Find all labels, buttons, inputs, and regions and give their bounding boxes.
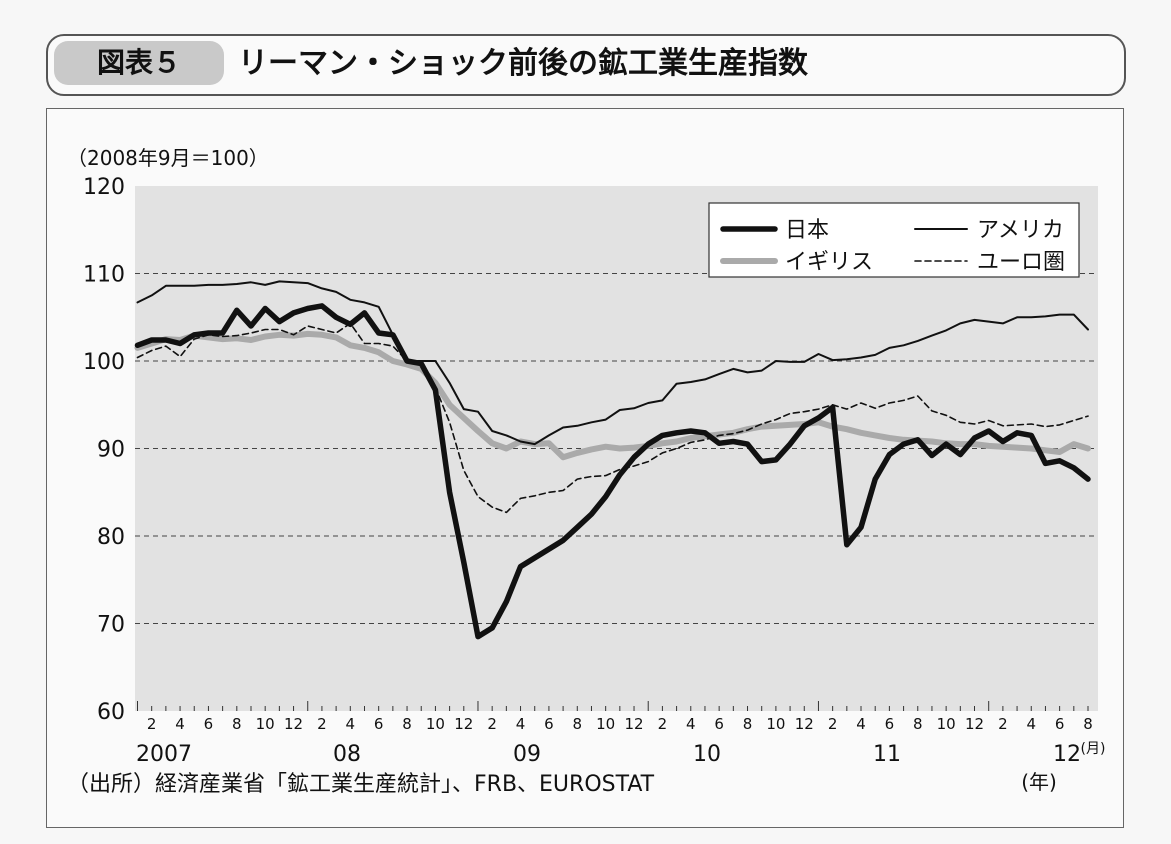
series-line-日本 [134,303,1091,640]
x-month-label: 10 [426,715,445,733]
figure-title: リーマン・ショック前後の鉱工業生産指数 [238,46,808,81]
x-month-label: 10 [937,715,956,733]
y-axis: 60 70 80 90 100 110 120 [83,175,125,725]
x-month-label: 2 [317,715,327,733]
x-month-label: 6 [714,715,724,733]
x-month-label: 6 [374,715,384,733]
y-tick-label: 70 [97,613,125,638]
x-month-label: 12 [965,715,984,733]
series-line-アメリカ [136,280,1089,446]
x-month-label: 12 [284,715,303,733]
x-month-label: 4 [516,715,526,733]
chart-frame: 60 70 80 90 100 110 120 2 4 6 8 10 12 2 4 6 8 10 12 2 4 6 8 10… [46,108,1124,828]
x-month-label: 2 [828,715,838,733]
x-axis: 2 4 6 8 10 12 2 4 6 8 10 12 2 4 6 8 10 12 2 4 6 8 10 12 2 4 6 8 10 12… [136,701,1105,794]
x-month-label: 4 [856,715,866,733]
y-tick-label: 110 [83,263,125,288]
x-month-label: 4 [175,715,185,733]
legend-label-アメリカ: アメリカ [977,218,1064,243]
y-tick-label: 60 [97,700,125,725]
x-month-label: 4 [346,715,356,733]
y-tick-label: 120 [83,175,125,200]
x-month-label: 10 [766,715,785,733]
x-year-label: 12 [1053,742,1081,767]
legend-label-イギリス: イギリス [785,250,873,275]
x-month-label: 10 [596,715,615,733]
x-year-label: 09 [513,742,541,767]
x-month-label: 8 [913,715,923,733]
x-month-label: 6 [204,715,214,733]
x-year-label: 2007 [136,742,192,767]
x-month-label: 2 [658,715,668,733]
y-tick-label: 80 [97,525,125,550]
legend-label-日本: 日本 [785,218,829,243]
x-month-label: 6 [885,715,895,733]
x-month-label: 6 [1055,715,1065,733]
y-tick-label: 90 [97,438,125,463]
x-month-label: 8 [402,715,412,733]
x-month-unit: (月) [1081,741,1106,757]
legend-box [708,202,1080,278]
x-month-label: 2 [998,715,1008,733]
y-unit-label: （2008年9月＝100） [67,146,269,170]
figure-header: 図表５ リーマン・ショック前後の鉱工業生産指数 [46,34,1126,96]
x-month-label: 8 [232,715,242,733]
legend-label-ユーロ圏: ユーロ圏 [977,250,1065,275]
x-month-label: 12 [454,715,473,733]
x-year-label: 10 [693,742,721,767]
x-month-label: 4 [1026,715,1036,733]
series-group [134,280,1091,640]
x-month-label: 10 [256,715,275,733]
y-tick-label: 100 [83,350,125,375]
x-month-label: 6 [544,715,554,733]
x-month-label: 8 [1083,715,1093,733]
series-line-イギリス [134,330,1091,461]
x-month-label: 4 [686,715,696,733]
x-month-label: 2 [487,715,497,733]
x-year-unit: (年) [1021,770,1057,794]
series-line-ユーロ圏 [136,322,1089,514]
x-year-label: 08 [333,742,361,767]
x-month-label: 12 [795,715,814,733]
x-year-label: 11 [873,742,901,767]
source-note: （出所）経済産業省「鉱工業生産統計」、FRB、EUROSTAT [67,772,655,797]
x-month-label: 12 [624,715,643,733]
x-month-label: 8 [743,715,753,733]
x-month-label: 2 [147,715,157,733]
figure-label: 図表５ [54,41,224,85]
x-month-label: 8 [573,715,583,733]
